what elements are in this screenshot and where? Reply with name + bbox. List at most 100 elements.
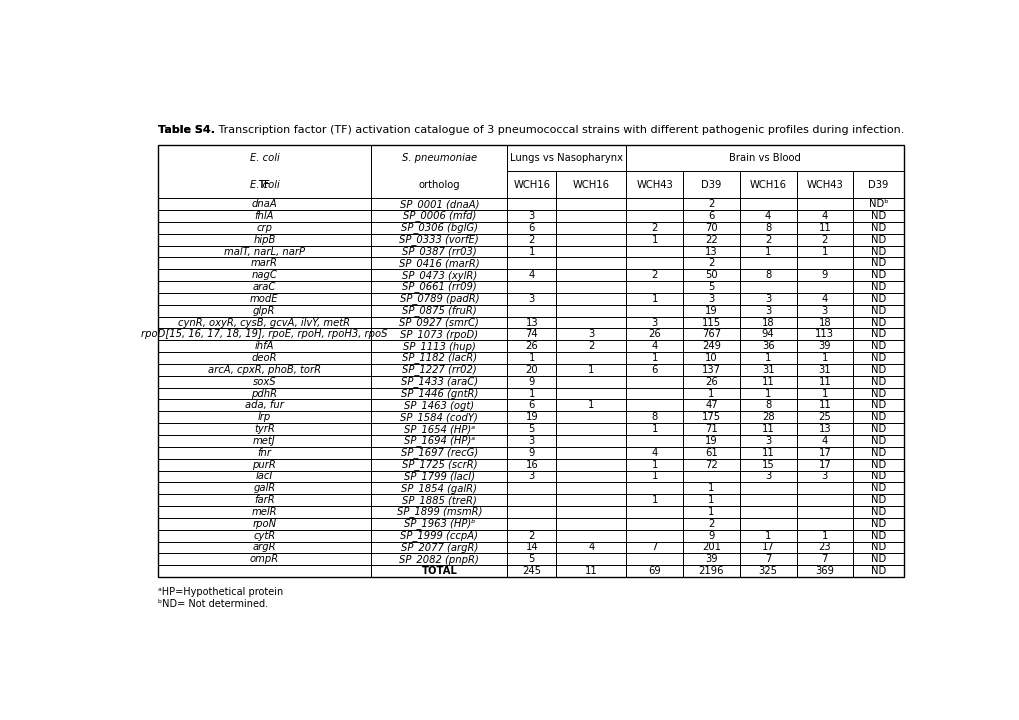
- Bar: [683, 317, 739, 328]
- Bar: [626, 411, 683, 423]
- Bar: [506, 411, 555, 423]
- Bar: [555, 198, 626, 210]
- Bar: [626, 482, 683, 494]
- Bar: [683, 565, 739, 577]
- Bar: [555, 494, 626, 506]
- Bar: [371, 269, 506, 281]
- Bar: [853, 530, 903, 541]
- Bar: [796, 364, 853, 376]
- Text: 1: 1: [651, 424, 657, 434]
- Text: deoR: deoR: [252, 353, 277, 363]
- Bar: [683, 341, 739, 352]
- Bar: [506, 482, 555, 494]
- Text: 2196: 2196: [698, 566, 723, 576]
- Bar: [506, 341, 555, 352]
- Text: 8: 8: [764, 270, 770, 280]
- Text: SP_0789 (padR): SP_0789 (padR): [399, 294, 479, 305]
- Text: 4: 4: [821, 436, 827, 446]
- Text: 9: 9: [528, 377, 535, 387]
- Text: ND: ND: [870, 235, 886, 245]
- Bar: [796, 400, 853, 411]
- Text: SP_1182 (lacR): SP_1182 (lacR): [401, 353, 477, 364]
- Bar: [506, 210, 555, 222]
- Bar: [683, 210, 739, 222]
- Bar: [626, 530, 683, 541]
- Bar: [626, 518, 683, 530]
- Bar: [626, 317, 683, 328]
- Text: 47: 47: [704, 400, 717, 410]
- Text: 26: 26: [525, 341, 538, 351]
- Bar: [371, 565, 506, 577]
- Bar: [796, 435, 853, 447]
- Text: 4: 4: [821, 294, 827, 304]
- Text: modE: modE: [250, 294, 278, 304]
- Text: SP_0001 (dnaA): SP_0001 (dnaA): [399, 199, 479, 210]
- Bar: [853, 482, 903, 494]
- Text: TF: TF: [258, 180, 270, 190]
- Text: purR: purR: [253, 459, 276, 469]
- Bar: [371, 435, 506, 447]
- Text: 3: 3: [528, 294, 534, 304]
- Text: 11: 11: [761, 377, 773, 387]
- Bar: [853, 435, 903, 447]
- Text: 69: 69: [648, 566, 660, 576]
- Bar: [739, 269, 796, 281]
- Bar: [739, 317, 796, 328]
- Text: 3: 3: [821, 472, 827, 482]
- Text: galR: galR: [253, 483, 275, 493]
- Bar: [626, 341, 683, 352]
- Bar: [157, 530, 371, 541]
- Bar: [555, 364, 626, 376]
- Bar: [506, 293, 555, 305]
- Bar: [555, 423, 626, 435]
- Text: argR: argR: [253, 542, 276, 552]
- Bar: [626, 554, 683, 565]
- Bar: [683, 423, 739, 435]
- Bar: [796, 293, 853, 305]
- Text: 39: 39: [704, 554, 717, 564]
- Bar: [796, 376, 853, 387]
- Bar: [796, 198, 853, 210]
- Text: 70: 70: [704, 222, 717, 233]
- Text: 369: 369: [814, 566, 834, 576]
- Bar: [555, 387, 626, 400]
- Text: 17: 17: [817, 459, 830, 469]
- Bar: [506, 258, 555, 269]
- Text: 8: 8: [764, 222, 770, 233]
- Bar: [555, 565, 626, 577]
- Bar: [371, 387, 506, 400]
- Bar: [157, 269, 371, 281]
- Bar: [853, 198, 903, 210]
- Text: 4: 4: [821, 211, 827, 221]
- Text: 4: 4: [764, 211, 770, 221]
- Bar: [683, 482, 739, 494]
- Bar: [157, 376, 371, 387]
- Text: SP_1854 (galR): SP_1854 (galR): [400, 483, 477, 494]
- Text: SP_0006 (mfd): SP_0006 (mfd): [403, 210, 476, 222]
- Bar: [555, 482, 626, 494]
- Bar: [796, 258, 853, 269]
- Text: 19: 19: [704, 436, 717, 446]
- Bar: [853, 269, 903, 281]
- Text: ND: ND: [870, 246, 886, 256]
- Text: ND: ND: [870, 566, 886, 576]
- Bar: [626, 258, 683, 269]
- Bar: [626, 145, 903, 171]
- Text: ortholog: ortholog: [418, 180, 460, 190]
- Text: 26: 26: [648, 329, 660, 339]
- Bar: [506, 447, 555, 459]
- Bar: [683, 411, 739, 423]
- Text: 4: 4: [651, 448, 657, 458]
- Text: ND: ND: [870, 519, 886, 528]
- Text: 8: 8: [764, 400, 770, 410]
- Bar: [739, 411, 796, 423]
- Bar: [157, 145, 371, 198]
- Bar: [853, 293, 903, 305]
- Text: 115: 115: [701, 318, 720, 328]
- Bar: [739, 482, 796, 494]
- Bar: [853, 470, 903, 482]
- Text: crp: crp: [256, 222, 272, 233]
- Text: SP_1725 (scrR): SP_1725 (scrR): [401, 459, 477, 470]
- Bar: [555, 541, 626, 554]
- Text: 13: 13: [818, 424, 830, 434]
